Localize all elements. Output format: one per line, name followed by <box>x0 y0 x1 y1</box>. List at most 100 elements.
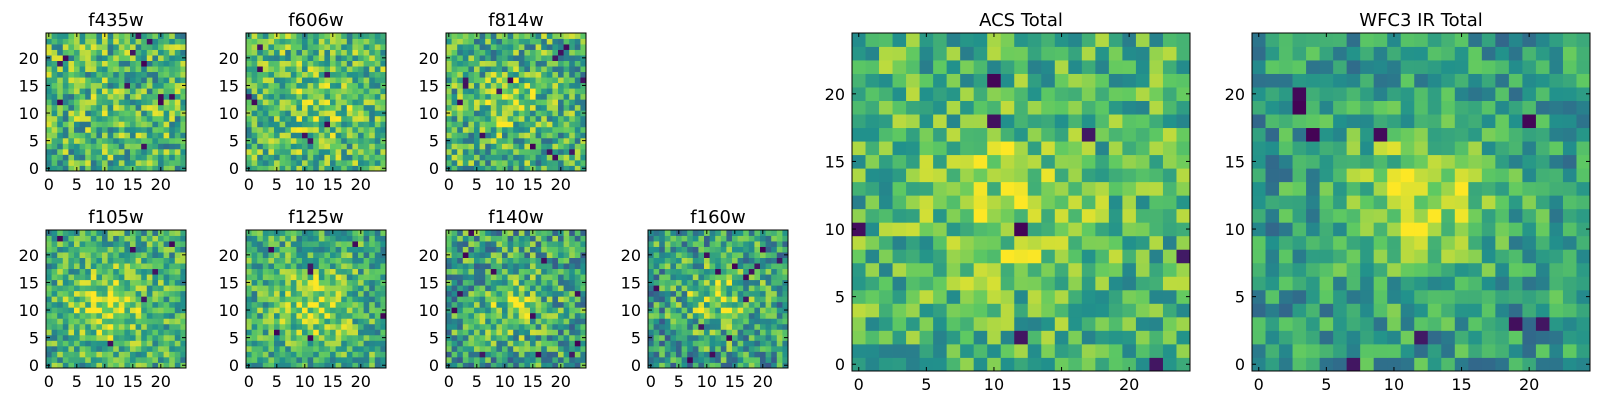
heatmap-cell <box>307 93 314 100</box>
heatmap-cell <box>490 351 497 358</box>
heatmap-cell <box>285 154 292 161</box>
heatmap-cell <box>330 110 336 117</box>
heatmap-cell <box>302 323 308 330</box>
heatmap-cell <box>158 318 164 325</box>
heatmap-cell <box>346 263 353 270</box>
heatmap-cell <box>569 252 576 258</box>
heatmap-cell <box>318 257 325 264</box>
heatmap-cell <box>380 230 387 236</box>
heatmap-cell <box>782 345 789 352</box>
plot-frame <box>445 229 587 369</box>
heatmap-cell <box>180 88 187 95</box>
heatmap-cell <box>262 71 269 78</box>
heatmap-cell <box>704 274 710 281</box>
heatmap-cell <box>330 345 336 352</box>
heatmap-cell <box>279 279 286 286</box>
heatmap-cell <box>524 235 531 242</box>
heatmap-cell <box>90 274 97 281</box>
heatmap-cell <box>107 60 114 67</box>
heatmap-cell <box>262 49 269 56</box>
heatmap-cell <box>518 329 525 336</box>
heatmap-cell <box>737 268 744 275</box>
y-tick-label: 5 <box>631 329 641 348</box>
heatmap-cell <box>324 71 331 78</box>
heatmap-cell <box>973 289 988 304</box>
heatmap-cell <box>62 301 69 308</box>
heatmap-cell <box>1000 195 1015 210</box>
heatmap-cell <box>546 334 553 341</box>
heatmap-cell <box>352 345 359 352</box>
heatmap-cell <box>490 66 497 73</box>
heatmap-cell <box>163 88 170 95</box>
heatmap-cell <box>152 55 159 61</box>
heatmap-cell <box>146 362 153 369</box>
heatmap-cell <box>363 159 370 166</box>
heatmap-cell <box>369 312 376 319</box>
heatmap-cell <box>363 165 370 172</box>
heatmap-cell <box>760 296 766 303</box>
heatmap-cell <box>681 351 688 358</box>
heatmap-cell <box>174 115 181 122</box>
heatmap-cell <box>468 38 475 45</box>
heatmap-cell <box>74 110 80 117</box>
heatmap-cell <box>563 312 570 319</box>
heatmap-cell <box>518 137 525 144</box>
heatmap-cell <box>324 104 331 111</box>
heatmap-cell <box>760 345 766 352</box>
heatmap-cell <box>102 137 108 144</box>
heatmap-cell <box>648 329 654 336</box>
heatmap-cell <box>648 323 654 330</box>
heatmap-cell <box>74 290 80 297</box>
heatmap-cell <box>90 263 97 270</box>
heatmap-cell <box>771 241 778 247</box>
heatmap-cell <box>341 71 348 78</box>
heatmap-cell <box>698 263 705 270</box>
heatmap-cell <box>180 126 187 133</box>
heatmap-cell <box>715 268 722 275</box>
heatmap-cell <box>313 38 320 45</box>
heatmap-cell <box>569 159 576 166</box>
heatmap-cell <box>681 252 688 258</box>
heatmap-cell <box>490 154 497 161</box>
heatmap-cell <box>51 318 58 325</box>
heatmap-cell <box>765 318 772 325</box>
heatmap-cell <box>1027 181 1042 196</box>
heatmap-cell <box>369 33 376 39</box>
heatmap-cell <box>530 104 536 111</box>
heatmap-cell <box>748 252 755 258</box>
heatmap-cell <box>530 246 536 253</box>
heatmap-cell <box>737 274 744 281</box>
heatmap-cell <box>313 77 320 84</box>
heatmap-cell <box>68 93 75 100</box>
heatmap-cell <box>302 285 308 292</box>
heatmap-cell <box>496 307 503 314</box>
heatmap-cell <box>46 126 52 133</box>
heatmap-cell <box>57 356 64 363</box>
heatmap-cell <box>341 241 348 247</box>
heatmap-cell <box>374 241 381 247</box>
heatmap-cell <box>279 132 286 139</box>
heatmap-cell <box>715 318 722 325</box>
heatmap-cell <box>74 121 80 128</box>
heatmap-cell <box>274 88 280 95</box>
heatmap-cell <box>169 104 176 111</box>
heatmap-cell <box>307 318 314 325</box>
heatmap-cell <box>879 303 893 318</box>
heatmap-cell <box>62 154 69 161</box>
heatmap-cell <box>324 268 331 275</box>
heatmap-cell <box>318 159 325 166</box>
heatmap-cell <box>462 246 469 253</box>
heatmap-cell <box>130 356 136 363</box>
heatmap-cell <box>558 104 564 111</box>
heatmap-cell <box>1014 303 1029 318</box>
heatmap-cell <box>46 340 52 347</box>
heatmap-cell <box>113 356 120 363</box>
heatmap-cell <box>946 316 961 331</box>
heatmap-cell <box>681 356 688 363</box>
heatmap-cell <box>446 268 452 275</box>
heatmap-cell <box>462 345 469 352</box>
heatmap-cell <box>285 252 292 258</box>
heatmap-cell <box>906 303 920 318</box>
heatmap-cell <box>569 301 576 308</box>
heatmap-cell <box>535 66 542 73</box>
